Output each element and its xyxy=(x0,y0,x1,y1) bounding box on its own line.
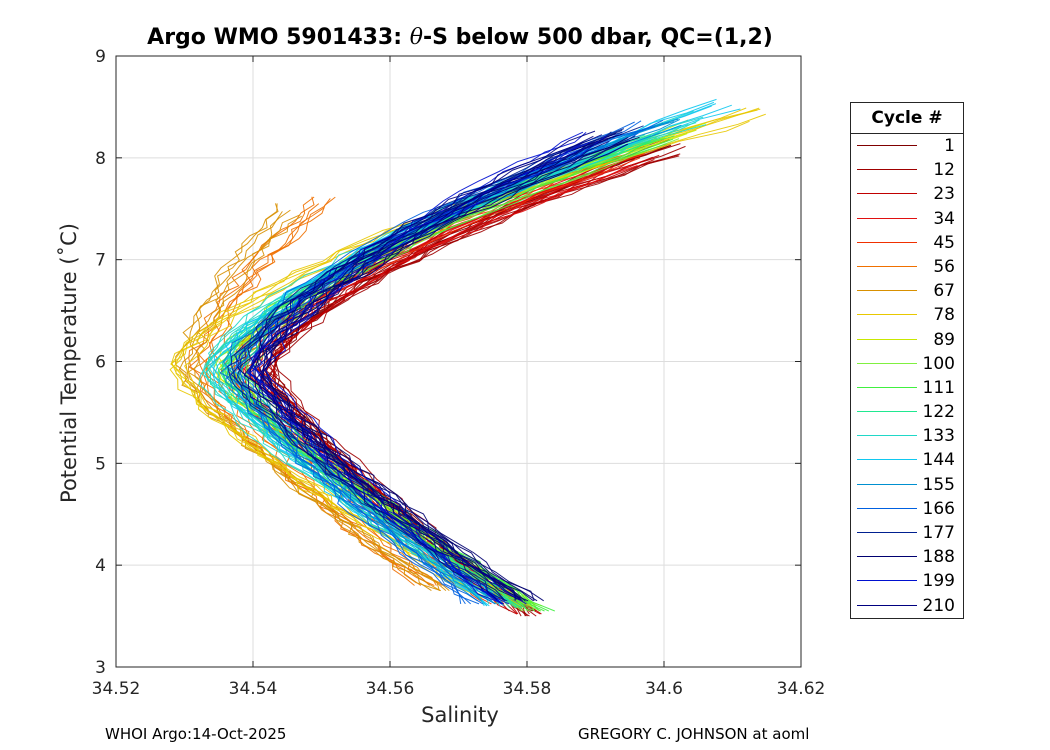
y-tick-label: 3 xyxy=(95,658,106,678)
y-tick-label: 5 xyxy=(95,454,106,474)
legend-entry: 23 xyxy=(851,182,963,206)
legend-swatch xyxy=(857,435,917,437)
series-line-67 xyxy=(187,215,450,591)
legend-label: 199 xyxy=(922,571,955,592)
legend-label: 177 xyxy=(922,523,955,543)
legend-entry: 122 xyxy=(851,400,963,424)
legend-swatch xyxy=(857,556,917,558)
legend-label: 67 xyxy=(933,281,955,302)
series-line-67 xyxy=(182,203,441,592)
legend-label: 45 xyxy=(933,232,955,253)
series-line-210 xyxy=(260,133,623,601)
legend-swatch xyxy=(857,483,917,485)
legend-swatch xyxy=(857,507,917,509)
legend-title: Cycle # xyxy=(851,103,963,134)
series-line-210 xyxy=(260,140,610,600)
legend-entry: 188 xyxy=(851,545,963,569)
y-tick-label: 9 xyxy=(95,47,106,67)
x-tick-label: 34.54 xyxy=(229,679,278,699)
legend-entry: 45 xyxy=(851,231,963,255)
legend-label: 1 xyxy=(944,136,955,156)
series-line-155 xyxy=(222,121,670,602)
legend-label: 188 xyxy=(922,547,955,568)
legend-label: 23 xyxy=(933,184,955,205)
legend-label: 34 xyxy=(933,208,955,229)
legend-entry: 56 xyxy=(851,255,963,279)
legend: Cycle # 1 12 23 34 45 56 67 78 89 100 111 122 133 144… xyxy=(850,102,964,619)
legend-swatch xyxy=(857,362,917,364)
legend-label: 89 xyxy=(933,329,955,350)
legend-entry: 144 xyxy=(851,448,963,472)
legend-entry: 1 xyxy=(851,134,963,158)
chart-title: Argo WMO 5901433: θ-S below 500 dbar, QC… xyxy=(147,25,773,50)
series-line-67 xyxy=(187,214,440,591)
legend-entry: 89 xyxy=(851,328,963,352)
series-line-210 xyxy=(255,138,608,601)
legend-entry: 133 xyxy=(851,424,963,448)
legend-entry: 155 xyxy=(851,473,963,497)
series-line-188 xyxy=(248,143,629,602)
legend-entry: 78 xyxy=(851,303,963,327)
legend-label: 144 xyxy=(922,450,955,471)
legend-swatch xyxy=(857,532,917,533)
legend-swatch xyxy=(857,580,917,582)
legend-label: 122 xyxy=(922,402,955,423)
legend-label: 111 xyxy=(922,377,955,398)
x-tick-label: 34.56 xyxy=(366,679,415,699)
legend-swatch xyxy=(857,265,917,267)
legend-label: 56 xyxy=(933,256,955,277)
legend-entry: 210 xyxy=(851,594,963,618)
legend-label: 100 xyxy=(922,353,955,374)
legend-swatch xyxy=(857,386,917,388)
legend-swatch xyxy=(857,290,917,292)
legend-entry: 177 xyxy=(851,521,963,545)
series-line-67 xyxy=(189,209,447,591)
x-tick-label: 34.58 xyxy=(503,679,552,699)
legend-swatch xyxy=(857,338,917,340)
legend-label: 155 xyxy=(922,474,955,495)
footer-author: GREGORY C. JOHNSON at aoml xyxy=(578,725,810,743)
y-tick-label: 6 xyxy=(95,353,106,373)
series-line-100 xyxy=(238,136,664,612)
x-axis-label: Salinity xyxy=(421,703,499,727)
legend-items: 1 12 23 34 45 56 67 78 89 100 111 122 133 144 155 166 17… xyxy=(851,134,963,618)
y-tick-label: 7 xyxy=(95,251,106,271)
legend-entry: 111 xyxy=(851,376,963,400)
legend-entry: 100 xyxy=(851,352,963,376)
x-tick-label: 34.6 xyxy=(645,679,683,699)
y-tick-label: 4 xyxy=(95,556,106,576)
legend-swatch xyxy=(857,241,917,243)
legend-swatch xyxy=(857,314,917,316)
legend-label: 166 xyxy=(922,498,955,519)
series-line-133 xyxy=(204,122,697,605)
legend-label: 12 xyxy=(933,160,955,181)
x-tick-label: 34.62 xyxy=(777,679,826,699)
legend-label: 133 xyxy=(922,426,955,447)
y-tick-label: 8 xyxy=(95,149,106,169)
legend-entry: 199 xyxy=(851,569,963,593)
x-tick-label: 34.52 xyxy=(92,679,141,699)
legend-swatch xyxy=(857,459,917,461)
series-line-210 xyxy=(243,130,596,601)
series-line-177 xyxy=(227,131,623,602)
legend-label: 78 xyxy=(933,305,955,326)
legend-swatch xyxy=(857,169,917,171)
legend-label: 210 xyxy=(922,595,955,616)
legend-entry: 67 xyxy=(851,279,963,303)
legend-entry: 166 xyxy=(851,497,963,521)
series-line-199 xyxy=(250,131,584,605)
series-line-210 xyxy=(236,135,594,601)
footer-credit: WHOI Argo:14-Oct-2025 xyxy=(105,725,287,743)
legend-entry: 12 xyxy=(851,158,963,182)
legend-swatch xyxy=(857,217,917,219)
legend-swatch xyxy=(857,604,917,606)
legend-swatch xyxy=(857,411,917,413)
series-line-199 xyxy=(246,141,584,605)
legend-entry: 34 xyxy=(851,207,963,231)
series-line-177 xyxy=(230,128,625,602)
legend-swatch xyxy=(857,193,917,195)
y-axis-label: Potential Temperature (˚C) xyxy=(57,223,81,503)
legend-swatch xyxy=(857,145,917,146)
